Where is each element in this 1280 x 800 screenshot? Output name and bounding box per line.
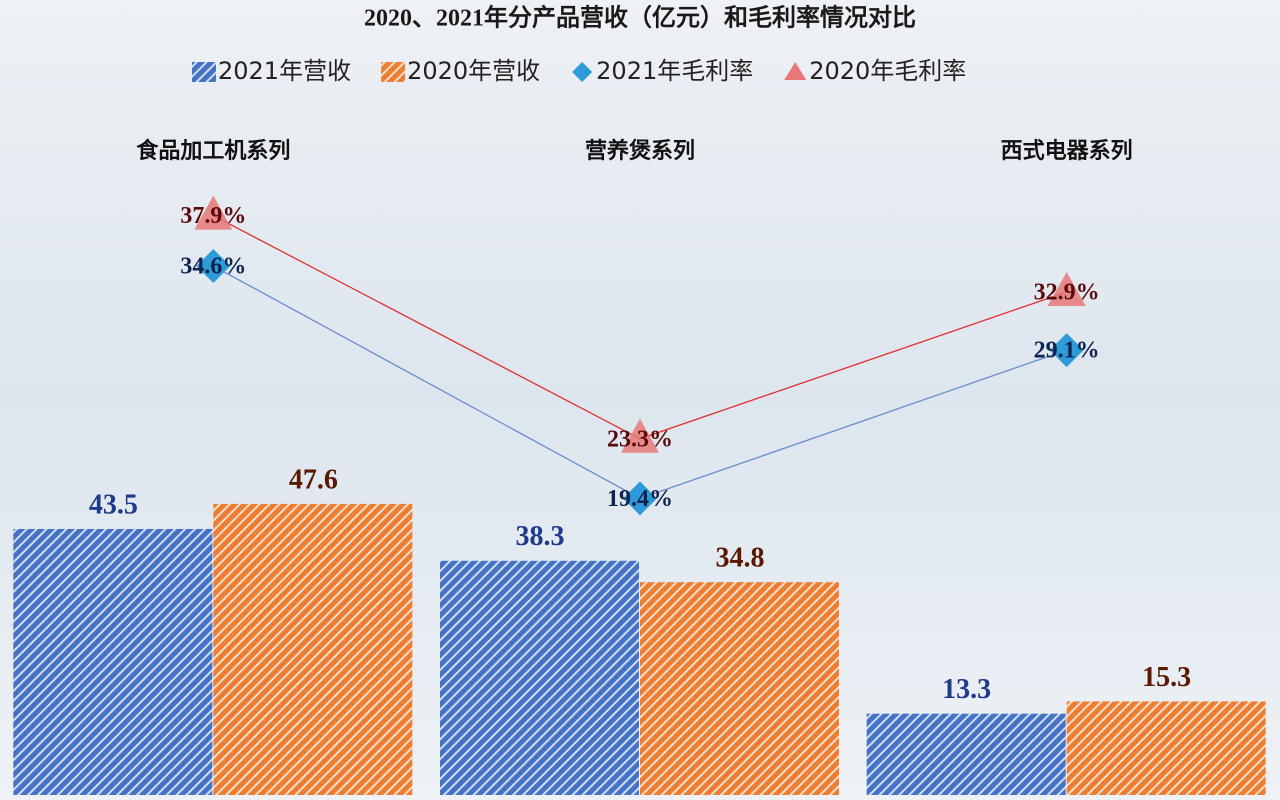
legend-swatch bbox=[784, 62, 807, 80]
category-label: 营养煲系列 bbox=[585, 138, 695, 163]
legend-label: 2021年毛利率 bbox=[596, 57, 753, 85]
line-value-label: 32.9% bbox=[1034, 280, 1100, 306]
bar-value-label: 15.3 bbox=[1142, 662, 1191, 693]
legend-label: 2020年营收 bbox=[407, 57, 540, 85]
line-value-label: 29.1% bbox=[1034, 338, 1100, 364]
legend-swatch bbox=[572, 62, 593, 82]
bar-value-label: 34.8 bbox=[716, 543, 765, 574]
legend-item: 2021年毛利率 bbox=[572, 57, 753, 85]
legend-swatch bbox=[381, 62, 406, 82]
line-value-label: 19.4% bbox=[607, 486, 673, 512]
legend-label: 2020年毛利率 bbox=[809, 57, 966, 85]
bar-value-label: 47.6 bbox=[289, 464, 338, 495]
legend-swatch bbox=[192, 62, 216, 82]
legend-item: 2020年营收 bbox=[381, 57, 540, 85]
bar bbox=[440, 560, 639, 795]
marker bbox=[1049, 333, 1084, 368]
line-value-label: 34.6% bbox=[180, 254, 246, 280]
marker bbox=[621, 418, 659, 453]
legend-item: 2020年毛利率 bbox=[784, 57, 966, 85]
bar bbox=[640, 582, 839, 795]
bar bbox=[866, 713, 1066, 795]
bar-value-label: 38.3 bbox=[516, 521, 565, 552]
bar bbox=[1066, 701, 1266, 795]
marker bbox=[194, 195, 233, 230]
line-value-label: 37.9% bbox=[180, 203, 246, 229]
bar bbox=[213, 503, 413, 795]
legend-label: 2021年营收 bbox=[218, 57, 351, 85]
marker bbox=[196, 249, 231, 284]
category-label: 食品加工机系列 bbox=[136, 138, 290, 163]
marker bbox=[623, 481, 657, 516]
line-value-label: 23.3% bbox=[607, 426, 673, 452]
bar-value-label: 43.5 bbox=[89, 489, 138, 520]
category-label: 西式电器系列 bbox=[1001, 138, 1133, 163]
bar bbox=[13, 528, 213, 795]
legend-item: 2021年营收 bbox=[192, 57, 351, 85]
bar-value-label: 13.3 bbox=[942, 674, 991, 705]
marker bbox=[1047, 272, 1086, 307]
chart-title: 2020、2021年分产品营收（亿元）和毛利率情况对比 bbox=[364, 4, 916, 32]
